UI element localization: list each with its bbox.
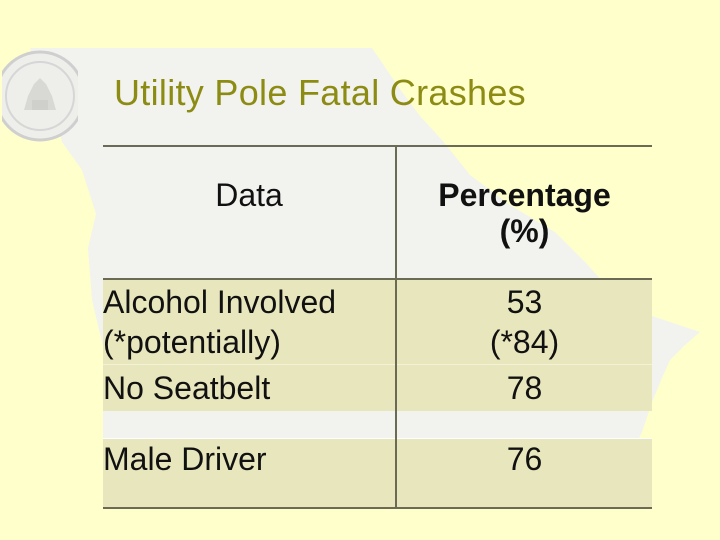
row-label: Alcohol Involved	[103, 284, 337, 320]
row-value-cell: 53 (*84)	[396, 279, 652, 365]
row-value: 53	[506, 284, 543, 320]
row-label-cell: Alcohol Involved (*potentially)	[103, 279, 397, 365]
table-row: Alcohol Involved (*potentially) 53 (*84)	[103, 279, 652, 365]
row-label: No Seatbelt	[103, 369, 271, 406]
table-row: No Seatbelt 78	[103, 364, 652, 412]
row-label-cell: Male Driver	[103, 438, 397, 479]
data-table: Data Percentage (%) Alcohol Involved (*p…	[103, 145, 652, 509]
state-seal-icon	[2, 50, 78, 142]
row-value-cell: 78	[396, 365, 652, 412]
header-percentage-unit: (%)	[499, 212, 550, 249]
header-percentage-label: Percentage	[438, 176, 611, 213]
table-spacer-row	[103, 411, 652, 439]
table-header-row: Data Percentage (%)	[103, 146, 652, 279]
row-label: Male Driver	[103, 440, 267, 477]
row-value: 78	[506, 369, 543, 406]
table-row-padding	[103, 479, 652, 508]
row-label-note: (*potentially)	[103, 324, 281, 360]
row-value-cell: 76	[396, 439, 652, 480]
row-value: 76	[506, 440, 543, 477]
slide-title: Utility Pole Fatal Crashes	[114, 72, 526, 113]
header-data-cell: Data	[103, 146, 397, 279]
header-percentage-cell: Percentage (%)	[396, 146, 652, 279]
row-value-note: (*84)	[489, 324, 560, 360]
row-label-cell: No Seatbelt	[103, 364, 397, 411]
header-data-label: Data	[215, 177, 283, 213]
table-row: Male Driver 76	[103, 438, 652, 480]
